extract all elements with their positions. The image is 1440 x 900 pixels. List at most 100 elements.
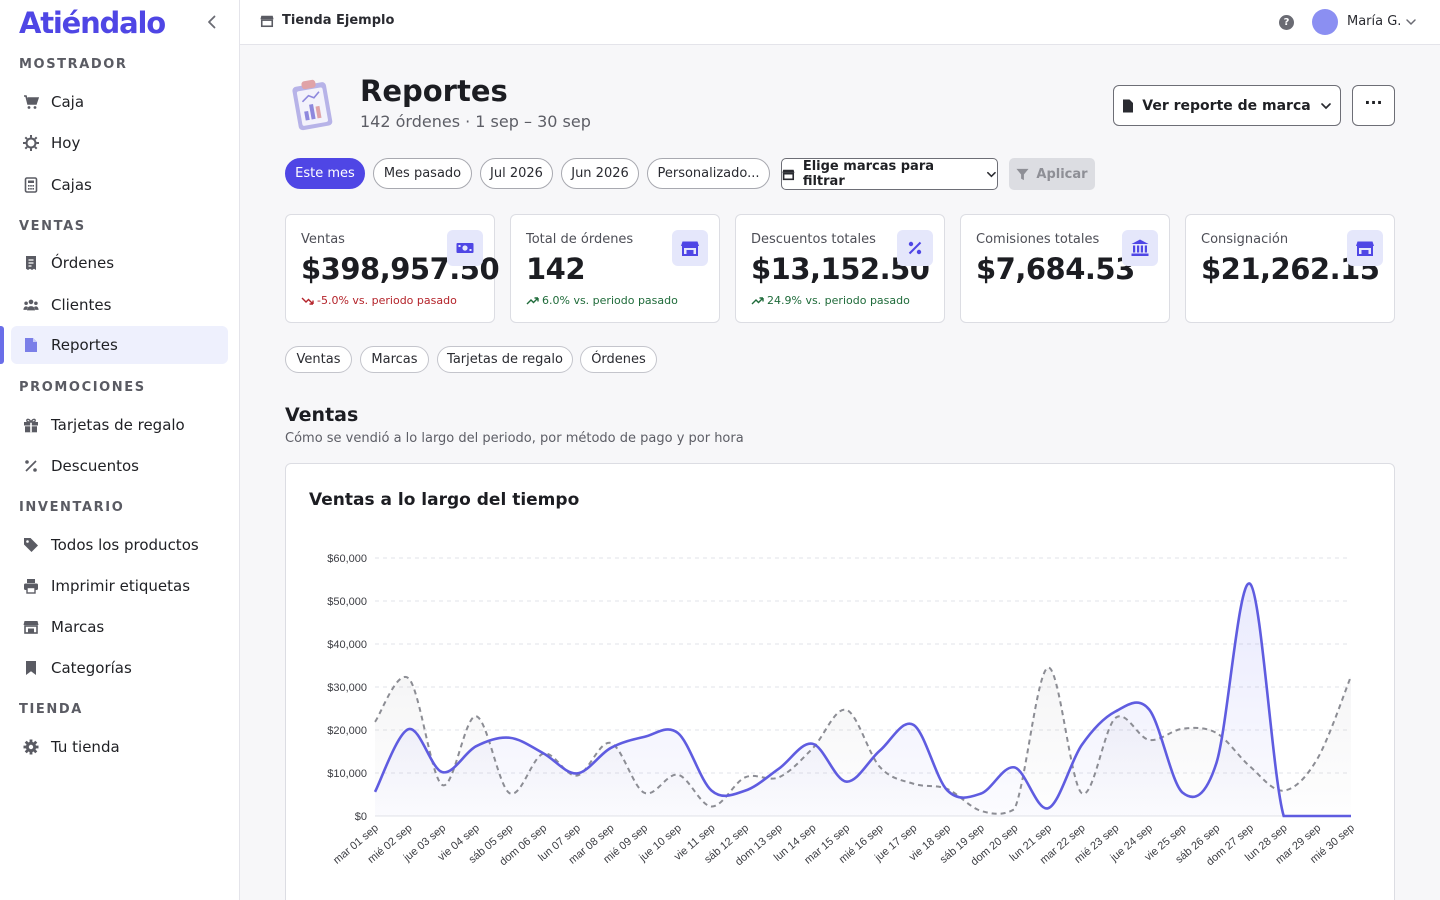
page-title: Reportes — [360, 74, 508, 108]
sidebar-item-cajas[interactable]: Cajas — [11, 166, 228, 204]
section-title-promociones: PROMOCIONES — [19, 380, 146, 395]
users-icon — [23, 297, 39, 313]
kpi-card-consignacion: Consignación $21,262.15 — [1185, 214, 1395, 323]
tab-ventas[interactable]: Ventas — [285, 346, 352, 373]
sidebar-item-tu-tienda[interactable]: Tu tienda — [11, 728, 228, 766]
sidebar-item-label: Cajas — [51, 176, 92, 194]
sidebar-item-label: Reportes — [51, 336, 118, 354]
kpi-value: 142 — [526, 252, 586, 286]
series-previous-line — [374, 666, 1352, 815]
sidebar-item-label: Hoy — [51, 134, 81, 152]
store-icon — [23, 619, 39, 635]
kpi-card-total-ordenes: Total de órdenes 142 6.0% vs. periodo pa… — [510, 214, 720, 323]
sidebar-item-label: Caja — [51, 93, 85, 111]
tag-icon — [23, 537, 39, 553]
user-name[interactable]: María G. — [1347, 14, 1402, 29]
sidebar-item-descuentos[interactable]: Descuentos — [11, 447, 228, 485]
avatar[interactable] — [1312, 9, 1338, 35]
trend-down-icon — [301, 297, 314, 305]
sidebar-item-ordenes[interactable]: Órdenes — [11, 244, 228, 282]
clipboard-report-icon — [292, 79, 333, 131]
brand-report-button[interactable]: Ver reporte de marca — [1113, 85, 1341, 126]
chevron-down-icon[interactable] — [1405, 16, 1417, 28]
sidebar-item-label: Tarjetas de regalo — [51, 416, 185, 434]
gear-icon — [23, 739, 39, 755]
sun-icon — [23, 135, 39, 151]
chevron-left-icon[interactable] — [203, 13, 221, 31]
trend-up-icon — [751, 296, 764, 304]
sidebar-item-todos-los-productos[interactable]: Todos los productos — [11, 526, 228, 564]
trend-up-icon — [526, 296, 539, 304]
sidebar-item-label: Tu tienda — [51, 738, 120, 756]
percent-icon — [897, 230, 933, 266]
kpi-delta-text: 6.0% vs. periodo pasado — [542, 294, 678, 307]
sidebar-item-marcas[interactable]: Marcas — [11, 608, 228, 646]
kpi-delta: 24.9% vs. periodo pasado — [751, 294, 910, 307]
sidebar-item-clientes[interactable]: Clientes — [11, 286, 228, 324]
sidebar-item-label: Descuentos — [51, 457, 139, 475]
apply-button[interactable]: Aplicar — [1009, 158, 1095, 190]
store-icon — [260, 15, 274, 27]
y-tick-label: $50,000 — [327, 596, 367, 608]
chevron-down-icon — [987, 171, 996, 177]
tab-marcas[interactable]: Marcas — [360, 346, 429, 373]
y-tick-label: $30,000 — [327, 682, 367, 694]
kpi-label: Total de órdenes — [526, 232, 634, 247]
bank-icon — [1122, 230, 1158, 266]
series-current-line — [373, 582, 1351, 818]
store-icon — [672, 230, 708, 266]
brand-filter-select[interactable]: Elige marcas para filtrar — [781, 158, 998, 190]
sidebar: Atiéndalo MOSTRADOR Caja Hoy Cajas VENTA… — [0, 0, 240, 900]
y-tick-label: $40,000 — [327, 639, 367, 651]
store-icon — [782, 169, 795, 180]
kpi-delta: -5.0% vs. periodo pasado — [301, 294, 457, 307]
sidebar-item-reportes[interactable]: Reportes — [11, 326, 228, 364]
kpi-card-comisiones: Comisiones totales $7,684.53 — [960, 214, 1170, 323]
tab-ordenes[interactable]: Órdenes — [580, 346, 657, 373]
period-personalizado[interactable]: Personalizado... — [647, 158, 770, 189]
kpi-card-ventas: Ventas $398,957.50 -5.0% vs. periodo pas… — [285, 214, 500, 323]
printer-icon — [23, 578, 39, 594]
document-icon — [23, 337, 39, 353]
sidebar-item-label: Categorías — [51, 659, 132, 677]
help-icon[interactable]: ? — [1279, 15, 1294, 30]
sidebar-item-label: Imprimir etiquetas — [51, 577, 191, 595]
kpi-label: Descuentos totales — [751, 232, 876, 247]
sidebar-item-tarjetas-de-regalo[interactable]: Tarjetas de regalo — [11, 406, 228, 444]
section-subtitle: Cómo se vendió a lo largo del periodo, p… — [285, 431, 744, 446]
sidebar-item-hoy[interactable]: Hoy — [11, 124, 228, 162]
sales-line-chart: $0 $10,000 $20,000 $30,000 $40,000 $50,000 $60… — [327, 553, 1357, 868]
tab-tarjetas-de-regalo[interactable]: Tarjetas de regalo — [437, 346, 573, 373]
sidebar-item-categorias[interactable]: Categorías — [11, 649, 228, 687]
brand-logo[interactable]: Atiéndalo — [19, 6, 166, 40]
brand-filter-label: Elige marcas para filtrar — [802, 159, 935, 189]
period-mes-pasado[interactable]: Mes pasado — [373, 158, 472, 189]
period-jul-2026[interactable]: Jul 2026 — [480, 158, 553, 189]
gift-icon — [23, 417, 39, 433]
section-title-ventas: VENTAS — [19, 219, 86, 234]
apply-label: Aplicar — [1036, 166, 1088, 182]
sales-chart-card: Ventas a lo largo del tiempo $0 $10,000 $2… — [285, 463, 1395, 900]
chart-title: Ventas a lo largo del tiempo — [309, 490, 580, 510]
bookmark-icon — [23, 660, 39, 676]
sidebar-item-imprimir-etiquetas[interactable]: Imprimir etiquetas — [11, 567, 228, 605]
more-options-button[interactable]: ··· — [1352, 85, 1395, 126]
sidebar-item-label: Marcas — [51, 618, 105, 636]
document-icon — [1123, 99, 1134, 112]
sidebar-item-caja[interactable]: Caja — [11, 83, 228, 121]
section-title-tienda: TIENDA — [19, 702, 83, 717]
period-jun-2026[interactable]: Jun 2026 — [561, 158, 639, 189]
receipt-icon — [23, 255, 39, 271]
filter-icon — [1016, 168, 1029, 180]
brand-report-label: Ver reporte de marca — [1142, 97, 1311, 114]
y-tick-label: $20,000 — [327, 725, 367, 737]
active-indicator — [0, 326, 4, 364]
y-tick-label: $0 — [355, 811, 367, 823]
store-selector[interactable]: Tienda Ejemplo — [260, 13, 394, 28]
kpi-card-descuentos: Descuentos totales $13,152.50 24.9% vs. … — [735, 214, 945, 323]
store-icon — [1347, 230, 1383, 266]
section-title-mostrador: MOSTRADOR — [19, 57, 128, 72]
topbar: Tienda Ejemplo ? María G. — [240, 0, 1440, 45]
period-este-mes[interactable]: Este mes — [285, 158, 365, 189]
percent-icon — [23, 458, 39, 474]
